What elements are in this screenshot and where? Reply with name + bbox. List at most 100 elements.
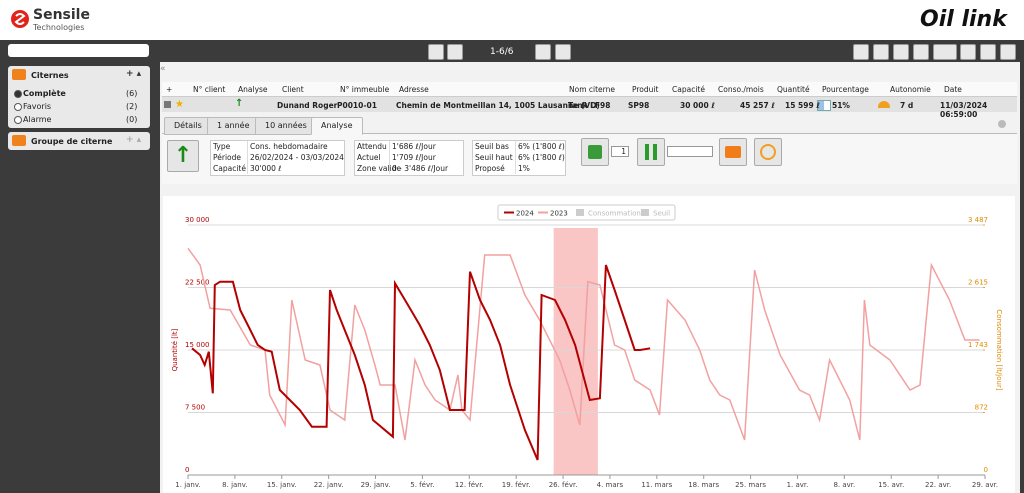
panel-controls: + ▴ [126, 135, 142, 145]
tab[interactable]: Analyse [311, 117, 363, 135]
column-header[interactable]: Analyse [238, 85, 268, 94]
tab[interactable]: Détails [164, 117, 212, 135]
y2-axis-label: Consommation [lt/jour] [995, 309, 1003, 390]
column-header[interactable]: N° immeuble [340, 85, 390, 94]
tool-button[interactable] [980, 44, 996, 60]
checkbox[interactable] [164, 101, 171, 108]
last-page[interactable] [555, 44, 571, 60]
column-header[interactable]: Conso./mois [718, 85, 764, 94]
column-header[interactable]: Date [944, 85, 962, 94]
panel-controls: + ▴ [126, 69, 142, 79]
tool-button[interactable] [913, 44, 929, 60]
analysis-button[interactable]: ↑ [167, 140, 199, 172]
highlight-band [553, 228, 598, 475]
y2-tick-label: 1 743 [968, 341, 988, 349]
text-input[interactable] [667, 146, 713, 157]
autonomy-icon [878, 101, 890, 108]
wrench-button[interactable] [581, 138, 609, 166]
column-header[interactable]: Adresse [399, 85, 429, 94]
info-value: 6% (1'800 ℓ) [515, 141, 565, 152]
tool-button[interactable] [893, 44, 909, 60]
icon [12, 135, 26, 146]
info-box: Type Cons. hebdomadaire Période 26/02/2024 … [210, 140, 345, 176]
filter-label[interactable]: Alarme [23, 115, 52, 124]
x-tick-label: 1. janv. [175, 481, 200, 489]
y2-tick-label: 872 [975, 403, 988, 411]
cell: Dunand Roger [277, 101, 338, 110]
x-tick-label: 22. janv. [314, 481, 344, 489]
icon [12, 69, 26, 80]
app-name: Oil link [920, 7, 1007, 32]
info-label: Proposé [475, 164, 505, 173]
info-label: Actuel [357, 153, 381, 162]
column-header[interactable]: Produit [632, 85, 659, 94]
info-box: Attendu 1'686 ℓ/Jour Actuel 1'709 ℓ/Jour Zon… [354, 140, 464, 176]
cell: 15 599 ℓ [785, 101, 820, 110]
header [0, 0, 1024, 40]
x-tick-label: 1. avr. [787, 481, 809, 489]
column-header[interactable]: Pourcentage [822, 85, 869, 94]
tab[interactable]: 10 années [255, 117, 317, 135]
y2-tick-label: 0 [984, 466, 988, 474]
legend-box [497, 204, 676, 221]
legend-label: 2023 [550, 210, 568, 218]
radio[interactable] [14, 103, 22, 111]
x-tick-label: 4. mars [597, 481, 624, 489]
x-tick-label: 8. avr. [833, 481, 855, 489]
first-page[interactable] [428, 44, 444, 60]
filter-label[interactable]: Favoris [23, 102, 52, 111]
search-box[interactable] [8, 44, 149, 57]
info-value: 1'686 ℓ/Jour [389, 141, 436, 152]
info-label: Zone valide [357, 164, 402, 173]
value-input[interactable]: 1 [611, 146, 629, 157]
y2-tick-label: 3 487 [968, 216, 988, 224]
pause-button[interactable] [637, 138, 665, 166]
info-value: 1'709 ℓ/Jour [389, 152, 436, 163]
tool-button[interactable] [853, 44, 869, 60]
y-tick-label: 0 [185, 466, 189, 474]
cancel-button[interactable] [754, 138, 782, 166]
analysis-arrow: ↑ [235, 98, 244, 109]
collapse[interactable]: « [160, 64, 166, 74]
cell: 7 d [900, 101, 914, 110]
tool-button[interactable] [960, 44, 976, 60]
info-value: 1% [515, 163, 530, 174]
y2-tick-label: 2 615 [968, 279, 988, 287]
briefcase-button[interactable] [719, 138, 747, 166]
cell: 30 000 ℓ [680, 101, 715, 110]
info-label: Seuil bas [475, 142, 509, 151]
tool-button[interactable] [873, 44, 889, 60]
panel-title: Citernes [31, 71, 69, 80]
x-tick-label: 22. avr. [925, 481, 951, 489]
series-line [187, 247, 980, 441]
radio[interactable] [14, 90, 22, 98]
y-tick-label: 15 000 [185, 341, 210, 349]
legend-label: Consommation [588, 210, 641, 218]
next-page[interactable] [535, 44, 551, 60]
column-header[interactable]: + [166, 85, 173, 94]
table-row[interactable] [162, 97, 1017, 112]
column-header[interactable]: Nom citerne [569, 85, 615, 94]
favorite-star[interactable]: ★ [175, 99, 184, 110]
radio[interactable] [14, 116, 22, 124]
cell: SP98 [628, 101, 650, 110]
filter-label[interactable]: Complète [23, 89, 66, 98]
info-value: 30'000 ℓ [247, 163, 281, 174]
prev-page[interactable] [447, 44, 463, 60]
column-header[interactable]: Quantité [777, 85, 810, 94]
column-header[interactable]: Client [282, 85, 304, 94]
close[interactable] [998, 120, 1006, 128]
tool-button[interactable] [933, 44, 957, 60]
tab[interactable]: 1 année [207, 117, 260, 135]
x-tick-label: 15. avr. [878, 481, 904, 489]
x-tick-label: 19. févr. [502, 481, 531, 489]
panel-title: Groupe de citerne [31, 137, 113, 146]
column-header[interactable]: N° client [193, 85, 226, 94]
tool-button[interactable] [1000, 44, 1016, 60]
info-value: Cons. hebdomadaire [247, 141, 328, 152]
column-header[interactable]: Capacité [672, 85, 705, 94]
level-icon [817, 100, 831, 111]
x-tick-label: 8. janv. [222, 481, 247, 489]
legend-label: 2024 [516, 210, 534, 218]
column-header[interactable]: Autonomie [890, 85, 931, 94]
